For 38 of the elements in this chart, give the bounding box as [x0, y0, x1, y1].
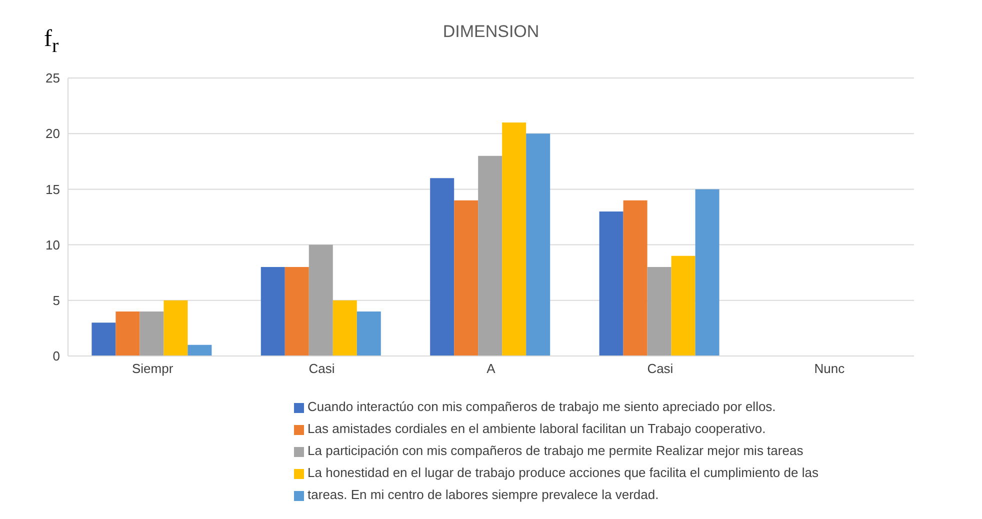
- y-tick-label: 5: [52, 293, 60, 308]
- bar: [623, 200, 648, 356]
- bar: [502, 122, 526, 356]
- bar: [430, 178, 454, 356]
- chart-title: DIMENSION: [442, 22, 540, 41]
- bar: [332, 300, 357, 356]
- legend-label: La participación con mis compañeros de trabajo me permite Realizar mejor mis tareas: [308, 443, 804, 458]
- bar: [260, 267, 285, 356]
- bar: [284, 267, 309, 356]
- x-tick-label: Nunc: [814, 361, 846, 376]
- y-tick-label: 15: [46, 182, 60, 197]
- bar: [164, 300, 188, 356]
- bar: [188, 344, 212, 356]
- y-tick-label: 10: [46, 237, 60, 252]
- legend-label: tareas. En mi centro de labores siempre prevalece la verdad.: [308, 487, 659, 502]
- x-tick-label: Casi: [647, 361, 674, 376]
- legend-label: La honestidad en el lugar de trabajo produce acciones que facilita el cumplimiento de las: [308, 465, 818, 480]
- bar: [308, 244, 333, 356]
- bar: [599, 211, 624, 356]
- legend-label: Cuando interactúo con mis compañeros de trabajo me siento apreciado por ellos.: [308, 399, 776, 414]
- bar: [526, 134, 550, 356]
- y-tick-label: 0: [52, 348, 60, 364]
- bar: [140, 312, 164, 356]
- x-tick-label: Casi: [308, 361, 335, 376]
- bar: [647, 267, 672, 356]
- legend-label: Las amistades cordiales en el ambiente laboral facilitan un Trabajo cooperativo.: [308, 421, 766, 436]
- y-tick-label: 25: [46, 70, 60, 86]
- bar: [454, 200, 478, 356]
- bar: [116, 312, 140, 356]
- bar: [695, 189, 720, 356]
- bar: [356, 312, 381, 356]
- y-axis-title: f$_{r}$: [44, 26, 59, 58]
- bar: [671, 256, 696, 356]
- x-tick-label: Siempr: [132, 361, 174, 376]
- bar: [92, 322, 116, 356]
- y-tick-label: 20: [46, 126, 60, 142]
- bar: [478, 156, 502, 356]
- x-tick-label: A: [486, 361, 496, 376]
